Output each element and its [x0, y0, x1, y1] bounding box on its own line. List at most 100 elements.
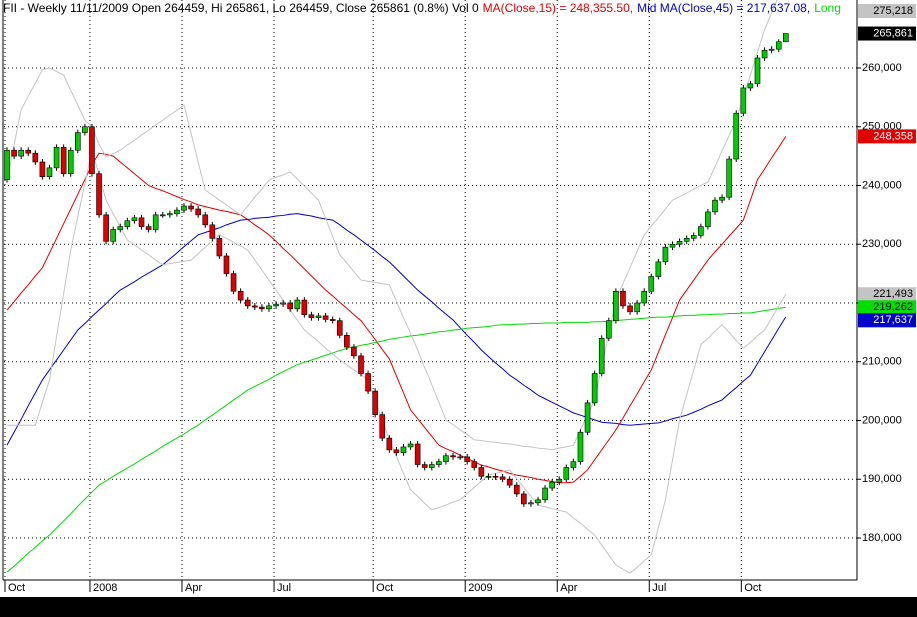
price-label: 221,493: [873, 288, 913, 300]
candle-body: [308, 314, 315, 318]
candle-body: [421, 464, 428, 468]
candle-body: [39, 161, 46, 177]
candle-body: [131, 217, 138, 222]
candle-body: [75, 132, 81, 151]
header: FII - Weekly 11/11/2009 Open 264459, Hi …: [3, 1, 841, 15]
candle-body: [407, 443, 414, 448]
candle-body: [372, 390, 378, 415]
x-tick-label: Oct: [8, 582, 25, 594]
candle-body: [336, 320, 343, 336]
candle-body: [82, 126, 88, 133]
candle-body: [96, 173, 102, 216]
x-tick-label: Jul: [277, 582, 291, 594]
price-label-box: [858, 313, 916, 328]
price-label: 275,218: [873, 5, 913, 17]
candle-body: [450, 455, 456, 458]
candle-body: [485, 476, 492, 478]
candle-body: [18, 149, 24, 157]
candle-body: [67, 149, 74, 175]
candle-body: [188, 205, 194, 210]
candle-body: [117, 226, 124, 230]
y-tick-label: 200,000: [862, 414, 902, 426]
candle-body: [89, 126, 95, 175]
candle-body: [379, 414, 386, 439]
y-tick-label: 240,000: [862, 179, 902, 191]
candle-body: [344, 334, 350, 348]
indicator-line: [6, 0, 778, 451]
candle-body: [591, 373, 598, 404]
candle-body: [329, 319, 336, 321]
candle-body: [195, 208, 201, 216]
candle-body: [676, 240, 683, 245]
candle-body: [627, 305, 633, 313]
candle-body: [733, 112, 740, 160]
y-tick-label: 230,000: [862, 238, 902, 250]
candle-body: [436, 461, 442, 465]
candle-body: [322, 315, 329, 320]
candle-body: [159, 214, 166, 217]
candle-body: [301, 299, 308, 316]
price-label-box: [858, 129, 916, 144]
candle-body: [174, 209, 180, 214]
candle-body: [202, 214, 209, 226]
candle-body: [634, 302, 640, 313]
price-label-box: [858, 300, 916, 315]
x-tick-label: Oct: [376, 582, 393, 594]
y-tick-label: 210,000: [862, 356, 902, 368]
candle-body: [492, 476, 499, 478]
candle-body: [556, 478, 563, 483]
candle-body: [754, 57, 761, 85]
candle-body: [209, 224, 216, 239]
candle-body: [698, 226, 704, 236]
x-tick-label: 2008: [93, 582, 117, 594]
candle-body: [110, 229, 116, 242]
candle-body: [386, 437, 393, 451]
candle-body: [719, 196, 725, 201]
candle-body: [570, 461, 577, 468]
y-tick-label: 190,000: [862, 473, 902, 485]
x-tick-label: Oct: [744, 582, 761, 594]
candle-body: [740, 87, 747, 114]
x-tick-label: Apr: [185, 582, 202, 594]
candle-body: [4, 149, 10, 180]
candle-body: [244, 299, 251, 307]
candle-body: [138, 217, 145, 227]
candle-body: [443, 455, 449, 462]
candle-body: [230, 273, 237, 292]
candle-body: [747, 83, 754, 89]
candle-body: [457, 456, 463, 459]
candle-body: [294, 299, 301, 310]
candle-body: [690, 235, 697, 239]
candle-body: [521, 493, 527, 505]
candle-body: [266, 305, 272, 310]
bottom-bar: [0, 597, 917, 617]
candle-body: [280, 302, 286, 305]
candle-body: [641, 290, 648, 304]
candle-body: [152, 214, 159, 230]
candle-body: [124, 220, 131, 227]
price-label-box: [858, 4, 916, 18]
candle-body: [11, 149, 17, 157]
chart-title: FII - Weekly 11/11/2009 Open 264459, Hi …: [3, 1, 479, 15]
candle-body: [761, 50, 768, 59]
candle-body: [768, 48, 775, 51]
indicator-line: [7, 150, 787, 574]
legend-entry: Long: [814, 1, 841, 15]
candle-body: [655, 261, 662, 277]
candle-body: [662, 246, 669, 263]
candle-body: [393, 449, 400, 454]
candle-body: [223, 255, 230, 274]
x-tick-label: Jul: [652, 582, 666, 594]
candle-body: [577, 431, 584, 462]
candle-body: [669, 243, 676, 248]
candle-body: [287, 302, 294, 310]
price-label: 217,637: [873, 314, 913, 326]
candle-body: [605, 320, 612, 339]
candle-body: [726, 158, 732, 198]
candle-body: [32, 152, 39, 163]
price-label-box: [858, 287, 916, 302]
plot-area: [4, 0, 789, 574]
